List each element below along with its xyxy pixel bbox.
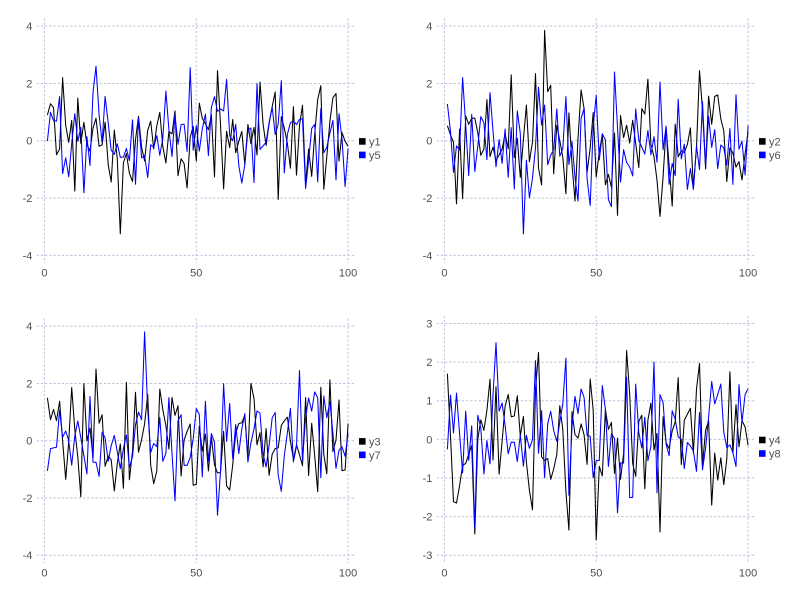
svg-text:2: 2: [426, 78, 432, 90]
svg-text:y2: y2: [769, 136, 781, 148]
svg-text:50: 50: [590, 268, 602, 280]
svg-text:100: 100: [739, 268, 757, 280]
svg-text:2: 2: [426, 357, 432, 369]
svg-text:-4: -4: [23, 250, 33, 262]
svg-text:0: 0: [426, 434, 432, 446]
svg-text:y5: y5: [369, 150, 381, 162]
svg-text:y4: y4: [769, 435, 781, 447]
svg-text:0: 0: [441, 567, 447, 579]
svg-text:0: 0: [426, 136, 432, 148]
svg-text:0: 0: [441, 268, 447, 280]
svg-text:-1: -1: [423, 473, 433, 485]
svg-text:-2: -2: [423, 511, 433, 523]
svg-text:0: 0: [41, 268, 47, 280]
svg-text:4: 4: [26, 321, 32, 333]
svg-text:y8: y8: [769, 448, 781, 460]
svg-text:-2: -2: [23, 493, 33, 505]
svg-text:-4: -4: [23, 550, 33, 562]
svg-text:-3: -3: [423, 550, 433, 562]
svg-text:y3: y3: [369, 436, 381, 448]
svg-text:y1: y1: [369, 136, 381, 148]
svg-text:2: 2: [26, 378, 32, 390]
svg-text:2: 2: [26, 78, 32, 90]
svg-text:-4: -4: [423, 250, 433, 262]
svg-text:0: 0: [26, 136, 32, 148]
svg-text:50: 50: [190, 268, 202, 280]
svg-text:y7: y7: [369, 450, 381, 462]
svg-text:100: 100: [339, 568, 357, 580]
svg-text:3: 3: [426, 318, 432, 330]
svg-text:-2: -2: [423, 193, 433, 205]
svg-text:1: 1: [426, 396, 432, 408]
svg-text:100: 100: [339, 268, 357, 280]
svg-text:0: 0: [26, 436, 32, 448]
svg-text:50: 50: [590, 567, 602, 579]
svg-text:4: 4: [26, 21, 32, 33]
svg-text:y6: y6: [769, 150, 781, 162]
svg-text:4: 4: [426, 21, 432, 33]
svg-text:-2: -2: [23, 193, 33, 205]
svg-text:0: 0: [41, 568, 47, 580]
svg-text:50: 50: [190, 568, 202, 580]
svg-text:100: 100: [739, 567, 757, 579]
